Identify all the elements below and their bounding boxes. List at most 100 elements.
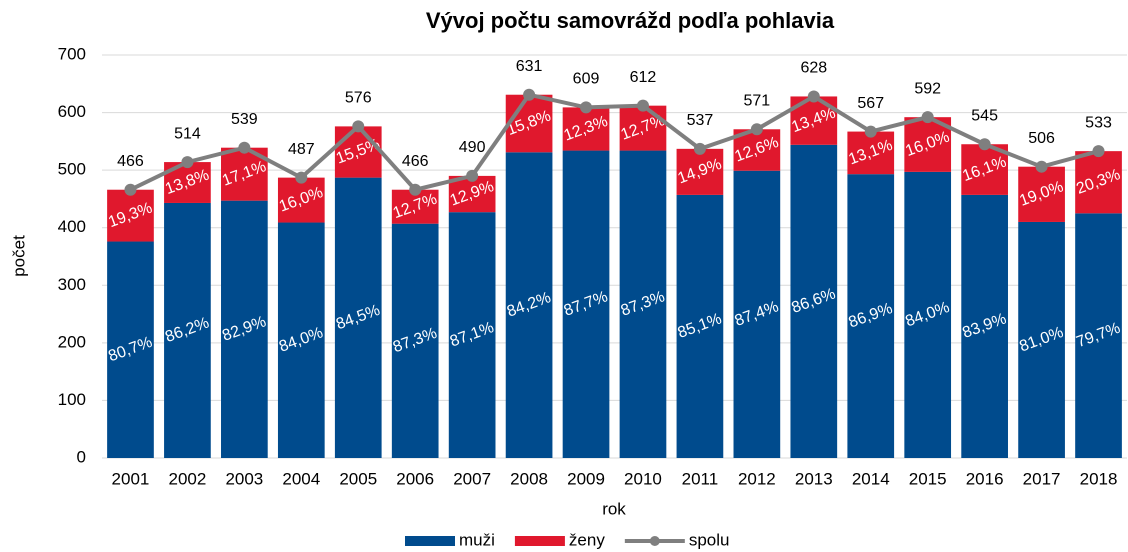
legend-swatch <box>405 536 455 546</box>
y-tick-label: 300 <box>58 275 86 294</box>
x-tick-label: 2011 <box>682 469 719 488</box>
bar-segment <box>619 105 667 151</box>
bar-segment <box>562 150 610 458</box>
bar-segment <box>1018 166 1065 222</box>
data-label: 612 <box>630 69 657 86</box>
x-tick-label: 2008 <box>510 469 548 488</box>
bar-segment <box>619 150 667 458</box>
bar-segment <box>676 148 724 195</box>
line-marker <box>921 111 934 124</box>
x-tick-label: 2012 <box>738 469 776 488</box>
data-label: 576 <box>345 90 372 107</box>
x-tick-label: 2005 <box>339 469 377 488</box>
line-marker <box>181 156 194 169</box>
line-marker <box>466 169 479 182</box>
x-tick-label: 2006 <box>396 469 434 488</box>
bar-segment <box>107 189 154 242</box>
data-label: 631 <box>516 58 543 75</box>
line-marker <box>1035 160 1048 173</box>
x-tick-label: 2007 <box>453 469 491 488</box>
y-tick-label: 0 <box>77 447 86 466</box>
bar-segment <box>277 177 325 223</box>
bar-segment <box>904 171 952 458</box>
bar-segment <box>790 144 838 458</box>
legend-swatch <box>514 536 565 546</box>
x-tick-label: 2009 <box>567 469 605 488</box>
data-label: 545 <box>971 107 998 124</box>
data-label: 490 <box>459 139 486 156</box>
x-tick-label: 2013 <box>795 469 833 488</box>
data-label: 592 <box>914 80 941 97</box>
bar-segment <box>334 126 382 178</box>
data-label: 466 <box>117 153 144 170</box>
bar-segment <box>448 175 496 213</box>
bar-segment <box>847 174 895 458</box>
bar-segment <box>107 241 154 458</box>
bar-segment <box>334 177 382 458</box>
data-label: 609 <box>573 71 600 88</box>
y-tick-label: 400 <box>58 217 86 236</box>
data-label: 539 <box>231 111 258 128</box>
data-label: 628 <box>800 60 827 77</box>
chart-title: Vývoj počtu samovrážd podľa pohlavia <box>426 8 835 33</box>
x-tick-label: 2015 <box>909 469 947 488</box>
line-marker <box>807 90 820 103</box>
bar-segment <box>505 94 553 153</box>
y-tick-label: 200 <box>58 332 86 351</box>
line-marker <box>238 141 251 154</box>
line-marker <box>750 123 763 136</box>
bar-segment <box>1075 213 1122 458</box>
bar-segment <box>847 131 895 175</box>
y-tick-label: 500 <box>58 160 86 179</box>
x-tick-label: 2004 <box>282 469 320 488</box>
line-marker <box>295 171 308 184</box>
legend-label: spolu <box>689 530 730 549</box>
y-tick-label: 100 <box>58 390 86 409</box>
bar-segment <box>1075 151 1122 214</box>
x-tick-label: 2003 <box>225 469 263 488</box>
x-axis-label: rok <box>602 499 626 518</box>
line <box>129 92 1100 192</box>
legend-label: muži <box>459 530 495 549</box>
bar-segment <box>277 222 325 458</box>
bar-segment <box>961 194 1008 459</box>
bar-segment <box>1018 221 1065 458</box>
data-label: 466 <box>402 153 429 170</box>
bar-segment <box>961 144 1008 195</box>
data-label: 514 <box>174 125 201 142</box>
data-label: 506 <box>1028 130 1055 147</box>
legend-swatch <box>649 536 660 546</box>
bar-segment <box>733 170 781 458</box>
y-tick-label: 600 <box>58 102 86 121</box>
data-label: 567 <box>857 95 884 112</box>
line-marker <box>864 125 877 138</box>
x-tick-label: 2017 <box>1023 469 1061 488</box>
bar-segment <box>448 212 496 458</box>
line-marker <box>352 120 365 133</box>
legend-label: ženy <box>569 530 605 549</box>
bar-segment <box>164 202 211 458</box>
line-marker <box>523 88 536 101</box>
data-label: 537 <box>687 112 714 129</box>
y-tick-label: 700 <box>58 44 86 63</box>
y-axis-label: počet <box>9 235 28 277</box>
line-marker <box>409 183 422 196</box>
bar-segment <box>221 200 268 459</box>
line-marker <box>124 183 137 196</box>
bar-segment <box>562 107 610 151</box>
x-tick-label: 2014 <box>852 469 890 488</box>
x-tick-label: 2018 <box>1080 469 1118 488</box>
line-marker <box>636 99 649 112</box>
x-tick-label: 2016 <box>966 469 1004 488</box>
bar-segment <box>505 152 553 458</box>
data-label: 487 <box>288 141 315 158</box>
bar-segment <box>676 194 724 459</box>
data-label: 533 <box>1085 114 1112 131</box>
data-label: 571 <box>744 92 771 109</box>
line-marker <box>1092 145 1105 158</box>
x-tick-label: 2010 <box>624 469 662 488</box>
line-marker <box>693 142 706 155</box>
x-tick-label: 2001 <box>112 469 150 488</box>
x-tick-label: 2002 <box>169 469 207 488</box>
